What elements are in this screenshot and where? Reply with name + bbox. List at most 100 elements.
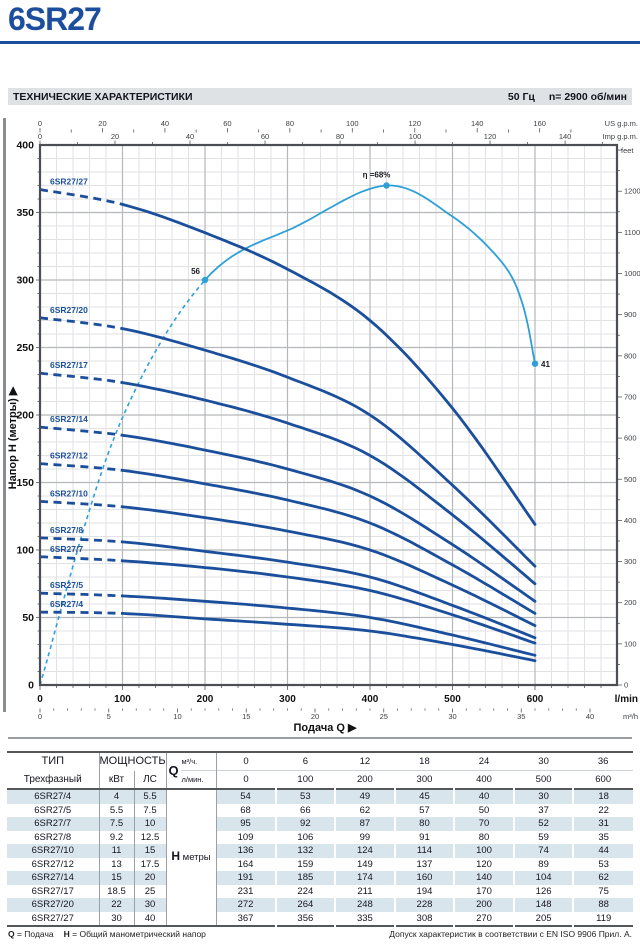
head-value-cell: 270 <box>453 911 514 926</box>
pump-type-cell: 6SR27/12 <box>7 857 100 871</box>
q-unit-m3h: м³/ч. <box>180 753 216 771</box>
pump-curve-dashed <box>39 591 123 598</box>
head-value-cell: 75 <box>572 884 633 898</box>
head-value-cell: 114 <box>393 844 455 858</box>
pump-type-cell: 6SR27/20 <box>7 898 100 912</box>
head-value-cell: 22 <box>572 803 633 817</box>
efficiency-point <box>201 276 209 284</box>
metres-tick-label: 50 <box>22 612 34 624</box>
head-value-cell: 149 <box>334 857 395 871</box>
lmin-tick-label: 500 <box>444 694 461 705</box>
section-title: ТЕХНИЧЕСКИЕ ХАРАКТЕРИСТИКИ <box>13 90 193 103</box>
q-lmin-header-value: 0 <box>243 774 249 785</box>
head-value-cell: 53 <box>274 789 336 804</box>
head-value-cell: 80 <box>453 830 514 844</box>
head-value-cell: 160 <box>393 871 455 885</box>
lmin-tick-label: 0 <box>37 694 43 705</box>
head-value-cell: 99 <box>334 830 395 844</box>
feet-tick-label: 900 <box>624 310 637 319</box>
feet-tick-label: 1100 <box>624 228 640 237</box>
pump-curve <box>121 540 537 640</box>
q-label: Q <box>168 763 179 778</box>
hp-cell: 25 <box>134 884 167 898</box>
imp-gpm-tick-label: 80 <box>336 132 344 141</box>
metres-tick-label: 200 <box>16 410 34 422</box>
us-gpm-tick-label: 40 <box>161 119 169 128</box>
pump-curve-label: 6SR27/4 <box>50 599 83 609</box>
imp-gpm-tick-label: 140 <box>559 132 572 141</box>
head-value-cell: 68 <box>240 804 251 816</box>
frequency-label: 50 Гц <box>507 90 535 103</box>
head-value-cell: 164 <box>237 858 254 870</box>
m3h-tick-label: 15 <box>242 712 250 721</box>
lmin-axis-label: l/min <box>615 694 638 705</box>
imp-gpm-tick-label: 60 <box>261 132 269 141</box>
head-value-cell: 30 <box>512 789 574 804</box>
imp-gpm-tick-label: 0 <box>38 132 42 141</box>
head-value-cell: 200 <box>453 898 514 912</box>
lmin-tick-label: 200 <box>197 694 214 705</box>
table-header-phase: Трехфазный <box>7 770 100 789</box>
feet-tick-label: 500 <box>624 475 637 484</box>
head-value-cell: 159 <box>274 857 336 871</box>
feet-tick-label: 200 <box>624 598 637 607</box>
head-value-cell: 231 <box>237 885 254 897</box>
q-m3h-header-value: 12 <box>335 752 395 771</box>
hp-cell: 12.5 <box>134 830 167 844</box>
feet-tick-label: 1200 <box>624 187 640 196</box>
q-m3h-header-value: 18 <box>394 752 455 771</box>
hp-cell: 15 <box>134 844 167 858</box>
head-value-cell: 124 <box>334 844 395 858</box>
pump-curve <box>121 203 537 526</box>
head-value-cell: 52 <box>512 817 574 831</box>
pump-curve <box>121 433 537 603</box>
head-value-cell: 120 <box>453 857 514 871</box>
us-gpm-tick-label: 140 <box>471 119 484 128</box>
efficiency-point-label: 41 <box>541 360 550 369</box>
q-lmin-header-value: 400 <box>476 774 492 785</box>
footnote-term: Q = Подача <box>8 929 54 939</box>
pump-type-cell: 6SR27/5 <box>7 803 100 817</box>
efficiency-curve: 56 η =68% 41 <box>39 171 550 686</box>
head-value-cell: 205 <box>512 911 574 926</box>
pump-curve-dashed <box>39 610 123 615</box>
x-axis-title: Подача Q ▶ <box>294 722 357 734</box>
table-row: 6SR27/20 22 30 272 264 248 228 200 148 88 <box>7 898 633 912</box>
section-specs: 50 Гц n= 2900 об/мин <box>508 91 627 103</box>
metres-tick-label: 100 <box>16 545 34 557</box>
head-value-cell: 174 <box>334 871 395 885</box>
head-value-cell: 104 <box>512 871 574 885</box>
head-value-cell: 53 <box>572 857 633 871</box>
head-value-cell: 170 <box>453 884 514 898</box>
pump-curve <box>121 594 537 657</box>
pump-type-cell: 6SR27/4 <box>7 789 100 804</box>
head-value-cell: 132 <box>274 844 336 858</box>
pump-type-cell: 6SR27/27 <box>7 911 100 926</box>
head-value-cell: 50 <box>453 803 514 817</box>
feet-tick-label: 300 <box>624 557 637 566</box>
efficiency-point-label: 56 <box>191 267 200 276</box>
pump-type-cell: 6SR27/17 <box>7 884 100 898</box>
pump-curve-label: 6SR27/20 <box>50 305 88 315</box>
head-value-cell: 248 <box>334 898 395 912</box>
head-value-cell: 272 <box>216 898 276 912</box>
table-row: 6SR27/17 18.5 25 231 224 211 194 170 126 75 <box>7 884 633 898</box>
kw-cell: 11 <box>99 844 135 858</box>
hp-cell: 10 <box>134 817 167 831</box>
feet-tick-label: 700 <box>624 392 637 401</box>
metres-tick-label: 250 <box>16 342 34 354</box>
h-metres-cell: H метры <box>166 789 217 926</box>
efficiency-curve-dashed <box>39 279 206 686</box>
kw-cell: 30 <box>99 911 135 926</box>
kw-cell: 15 <box>99 871 135 885</box>
lmin-tick-label: 300 <box>279 694 296 705</box>
section-bar: ТЕХНИЧЕСКИЕ ХАРАКТЕРИСТИКИ 50 Гц n= 2900… <box>8 88 632 105</box>
feet-tick-label: 100 <box>624 639 637 648</box>
head-value-cell: 87 <box>334 817 395 831</box>
head-value-cell: 106 <box>274 830 336 844</box>
head-value-cell: 80 <box>393 817 455 831</box>
imp-gpm-axis-label: Imp g.p.m. <box>603 132 638 141</box>
head-value-cell: 44 <box>572 844 633 858</box>
hp-cell: 30 <box>134 898 167 912</box>
lmin-tick-label: 600 <box>527 694 544 705</box>
